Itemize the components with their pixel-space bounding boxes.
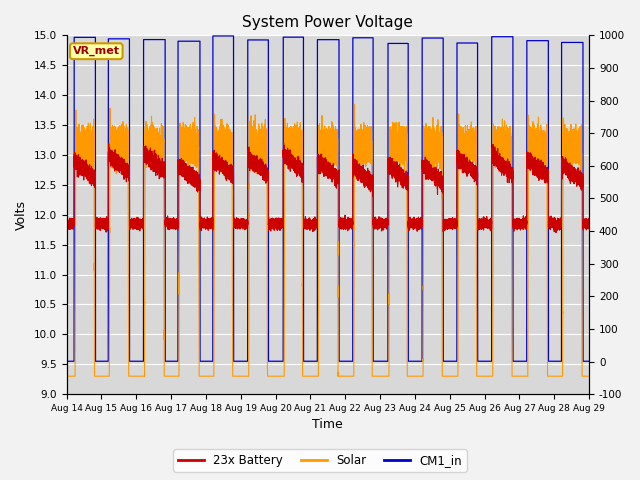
Text: VR_met: VR_met: [73, 46, 120, 56]
Legend: 23x Battery, Solar, CM1_in: 23x Battery, Solar, CM1_in: [173, 449, 467, 472]
Y-axis label: Volts: Volts: [15, 200, 28, 230]
X-axis label: Time: Time: [312, 419, 343, 432]
Title: System Power Voltage: System Power Voltage: [243, 15, 413, 30]
